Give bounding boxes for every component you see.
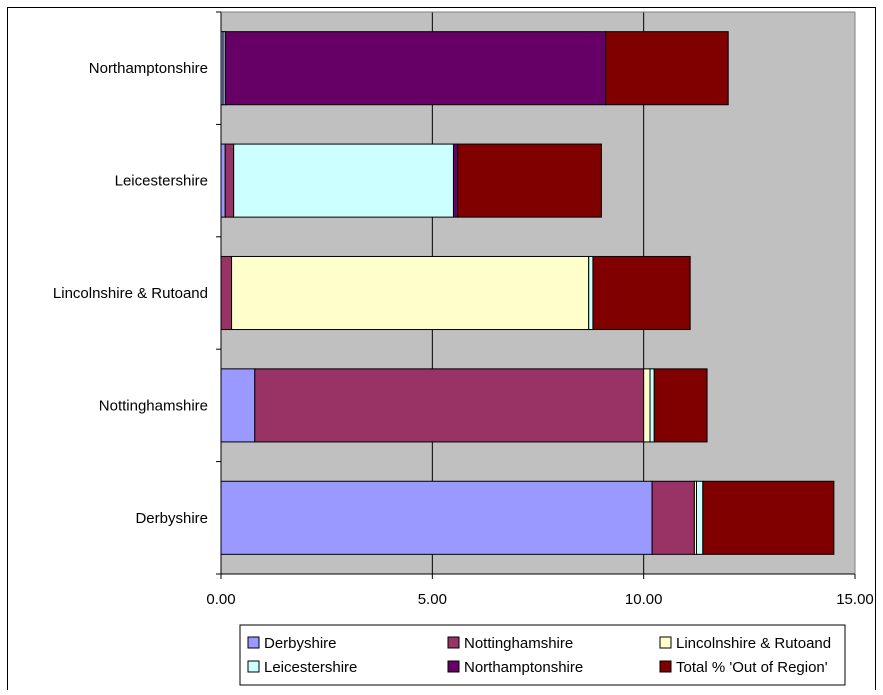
legend-swatch	[247, 636, 260, 649]
bar-segment	[588, 255, 594, 331]
x-tick-label: 0.00	[206, 591, 235, 608]
legend-swatch	[247, 660, 260, 673]
bar-segment	[457, 143, 602, 218]
bar-segment	[220, 143, 226, 218]
legend-swatch	[659, 636, 672, 649]
bar-segment	[651, 480, 695, 555]
bar-segment	[452, 143, 459, 218]
bar-segment	[605, 31, 729, 106]
category-label: Nottinghamshire	[99, 397, 208, 414]
x-tick-label: 5.00	[418, 591, 447, 608]
bar-segment	[224, 31, 607, 106]
category-label: Northamptonshire	[89, 60, 208, 77]
category-label: Derbyshire	[135, 510, 208, 527]
bar-segment	[220, 255, 233, 331]
bar-segment	[649, 368, 655, 443]
bar-segment	[254, 368, 645, 443]
legend-label: Derbyshire	[264, 635, 337, 652]
bar-segment	[592, 255, 691, 331]
bar-segment	[224, 143, 235, 218]
bar-segment	[643, 368, 651, 443]
legend-swatch	[659, 660, 672, 673]
legend-label: Northamptonshire	[464, 659, 583, 676]
legend-label: Leicestershire	[264, 659, 357, 676]
x-tick-label: 15.00	[836, 591, 874, 608]
bar-segment	[231, 255, 590, 331]
legend-label: Total % 'Out of Region'	[676, 659, 828, 676]
legend	[239, 624, 846, 686]
bar-segment	[702, 480, 835, 555]
bar-segment	[220, 368, 256, 443]
legend-label: Lincolnshire & Rutoand	[676, 635, 831, 652]
bar-segment	[653, 368, 708, 443]
legend-label: Nottinghamshire	[464, 635, 573, 652]
bar-segment	[220, 480, 653, 555]
legend-swatch	[447, 636, 460, 649]
bar-segment	[233, 143, 454, 218]
category-label: Leicestershire	[115, 173, 208, 190]
bar-segment	[696, 480, 704, 555]
x-tick-label: 10.00	[625, 591, 663, 608]
category-label: Lincolnshire & Rutoand	[53, 285, 208, 302]
legend-swatch	[447, 660, 460, 673]
